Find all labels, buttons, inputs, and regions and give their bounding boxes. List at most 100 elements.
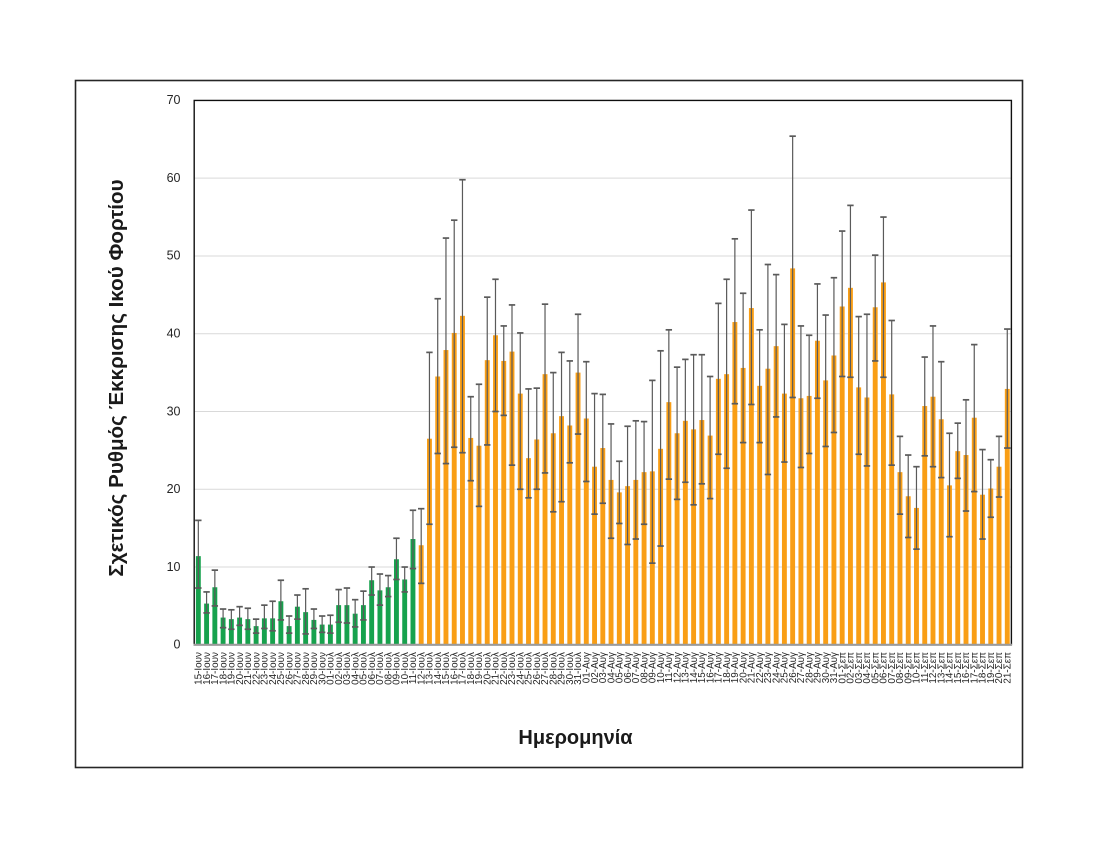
svg-text:03-Αυγ: 03-Αυγ [598,652,609,683]
svg-text:15-Σεπ: 15-Σεπ [953,652,964,684]
svg-text:14-Σεπ: 14-Σεπ [945,652,956,684]
svg-text:27-Ιουλ: 27-Ιουλ [540,652,551,685]
svg-text:20: 20 [167,482,181,496]
svg-text:14-Ιουλ: 14-Ιουλ [433,652,444,685]
svg-text:08-Αυγ: 08-Αυγ [639,652,650,683]
svg-text:31-Αυγ: 31-Αυγ [829,652,840,683]
svg-text:06-Ιουλ: 06-Ιουλ [367,652,378,685]
svg-text:22-Ιουν: 22-Ιουν [251,652,262,685]
svg-text:19-Σεπ: 19-Σεπ [986,652,997,684]
svg-text:18-Σεπ: 18-Σεπ [978,652,989,684]
svg-text:30-Ιουν: 30-Ιουν [317,652,328,685]
svg-text:03-Ιουλ: 03-Ιουλ [342,652,353,685]
svg-text:03-Σεπ: 03-Σεπ [854,652,865,684]
svg-text:21-Αυγ: 21-Αυγ [747,652,758,683]
svg-text:25-Ιουλ: 25-Ιουλ [524,652,535,685]
svg-text:01-Ιουλ: 01-Ιουλ [326,652,337,685]
svg-text:21-Ιουν: 21-Ιουν [243,652,254,685]
svg-text:25-Ιουν: 25-Ιουν [276,652,287,685]
svg-text:17-Σεπ: 17-Σεπ [969,652,980,684]
svg-text:15-Ιουν: 15-Ιουν [194,652,205,685]
svg-text:0: 0 [174,638,181,652]
svg-text:08-Σεπ: 08-Σεπ [895,652,906,684]
svg-text:04-Σεπ: 04-Σεπ [862,652,873,684]
svg-text:04-Αυγ: 04-Αυγ [606,652,617,683]
svg-text:10: 10 [167,560,181,574]
svg-text:30-Αυγ: 30-Αυγ [821,652,832,683]
svg-text:01-Σεπ: 01-Σεπ [837,652,848,684]
svg-text:10-Αυγ: 10-Αυγ [656,652,667,683]
svg-text:13-Ιουλ: 13-Ιουλ [425,652,436,685]
svg-text:17-Αυγ: 17-Αυγ [714,652,725,683]
svg-text:27-Αυγ: 27-Αυγ [796,652,807,683]
svg-text:09-Σεπ: 09-Σεπ [903,652,914,684]
svg-text:07-Σεπ: 07-Σεπ [887,652,898,684]
svg-text:12-Ιουλ: 12-Ιουλ [416,652,427,685]
svg-text:18-Ιουν: 18-Ιουν [218,652,229,685]
svg-text:13-Αυγ: 13-Αυγ [681,652,692,683]
svg-text:28-Ιουλ: 28-Ιουλ [548,652,559,685]
svg-text:23-Αυγ: 23-Αυγ [763,652,774,683]
svg-text:10-Σεπ: 10-Σεπ [912,652,923,684]
svg-text:05-Σεπ: 05-Σεπ [870,652,881,684]
svg-text:12-Αυγ: 12-Αυγ [672,652,683,683]
svg-text:02-Αυγ: 02-Αυγ [590,652,601,683]
svg-text:26-Ιουλ: 26-Ιουλ [532,652,543,685]
svg-text:18-Ιουλ: 18-Ιουλ [466,652,477,685]
svg-text:09-Αυγ: 09-Αυγ [648,652,659,683]
svg-text:06-Αυγ: 06-Αυγ [623,652,634,683]
svg-text:24-Ιουλ: 24-Ιουλ [515,652,526,685]
svg-text:26-Ιουν: 26-Ιουν [284,652,295,685]
svg-text:23-Ιουλ: 23-Ιουλ [507,652,518,685]
svg-text:Ημερομηνία: Ημερομηνία [518,727,633,749]
svg-text:11-Ιουλ: 11-Ιουλ [408,652,419,684]
svg-text:29-Αυγ: 29-Αυγ [813,652,824,683]
svg-text:09-Ιουλ: 09-Ιουλ [392,652,403,685]
svg-text:21-Ιουλ: 21-Ιουλ [491,652,502,685]
svg-text:21-Σεπ: 21-Σεπ [1002,652,1013,684]
svg-text:31-Ιουλ: 31-Ιουλ [573,652,584,685]
svg-text:25-Αυγ: 25-Αυγ [780,652,791,683]
svg-text:16-Ιουλ: 16-Ιουλ [449,652,460,685]
svg-text:07-Αυγ: 07-Αυγ [631,652,642,683]
svg-text:16-Αυγ: 16-Αυγ [705,652,716,683]
svg-text:60: 60 [167,171,181,185]
svg-text:11-Αυγ: 11-Αυγ [664,652,675,683]
svg-text:26-Αυγ: 26-Αυγ [788,652,799,683]
svg-text:20-Ιουν: 20-Ιουν [235,652,246,685]
svg-text:28-Αυγ: 28-Αυγ [804,652,815,683]
svg-text:17-Ιουλ: 17-Ιουλ [458,652,469,685]
svg-text:07-Ιουλ: 07-Ιουλ [375,652,386,685]
svg-text:02-Σεπ: 02-Σεπ [846,652,857,684]
svg-text:12-Σεπ: 12-Σεπ [928,652,939,684]
svg-text:20-Αυγ: 20-Αυγ [738,652,749,683]
svg-text:24-Ιουν: 24-Ιουν [268,652,279,685]
svg-text:16-Σεπ: 16-Σεπ [961,652,972,684]
svg-text:23-Ιουν: 23-Ιουν [260,652,271,685]
svg-text:19-Ιουλ: 19-Ιουλ [474,652,485,685]
svg-text:04-Ιουλ: 04-Ιουλ [350,652,361,685]
svg-text:01-Αυγ: 01-Αυγ [581,652,592,683]
svg-text:13-Σεπ: 13-Σεπ [936,652,947,684]
svg-text:05-Ιουλ: 05-Ιουλ [359,652,370,685]
svg-text:19-Ιουν: 19-Ιουν [227,652,238,685]
svg-text:10-Ιουλ: 10-Ιουλ [400,652,411,685]
svg-text:29-Ιουλ: 29-Ιουλ [557,652,568,685]
svg-text:20-Σεπ: 20-Σεπ [994,652,1005,684]
svg-text:30-Ιουλ: 30-Ιουλ [565,652,576,685]
svg-text:08-Ιουλ: 08-Ιουλ [383,652,394,685]
svg-text:17-Ιουν: 17-Ιουν [210,652,221,685]
svg-text:15-Ιουλ: 15-Ιουλ [441,652,452,685]
svg-text:15-Αυγ: 15-Αυγ [697,652,708,683]
svg-text:18-Αυγ: 18-Αυγ [722,652,733,683]
svg-text:22-Αυγ: 22-Αυγ [755,652,766,683]
svg-text:29-Ιουν: 29-Ιουν [309,652,320,685]
svg-text:06-Σεπ: 06-Σεπ [879,652,890,684]
svg-text:28-Ιουν: 28-Ιουν [301,652,312,685]
svg-text:50: 50 [167,249,181,263]
svg-text:20-Ιουλ: 20-Ιουλ [482,652,493,685]
svg-text:16-Ιουν: 16-Ιουν [202,652,213,685]
svg-text:11-Σεπ: 11-Σεπ [920,652,931,683]
svg-text:30: 30 [167,404,181,418]
svg-text:Σχετικός Ρυθμός Έκκρισης Ικού: Σχετικός Ρυθμός Έκκρισης Ικού Φορτίου [105,179,128,576]
